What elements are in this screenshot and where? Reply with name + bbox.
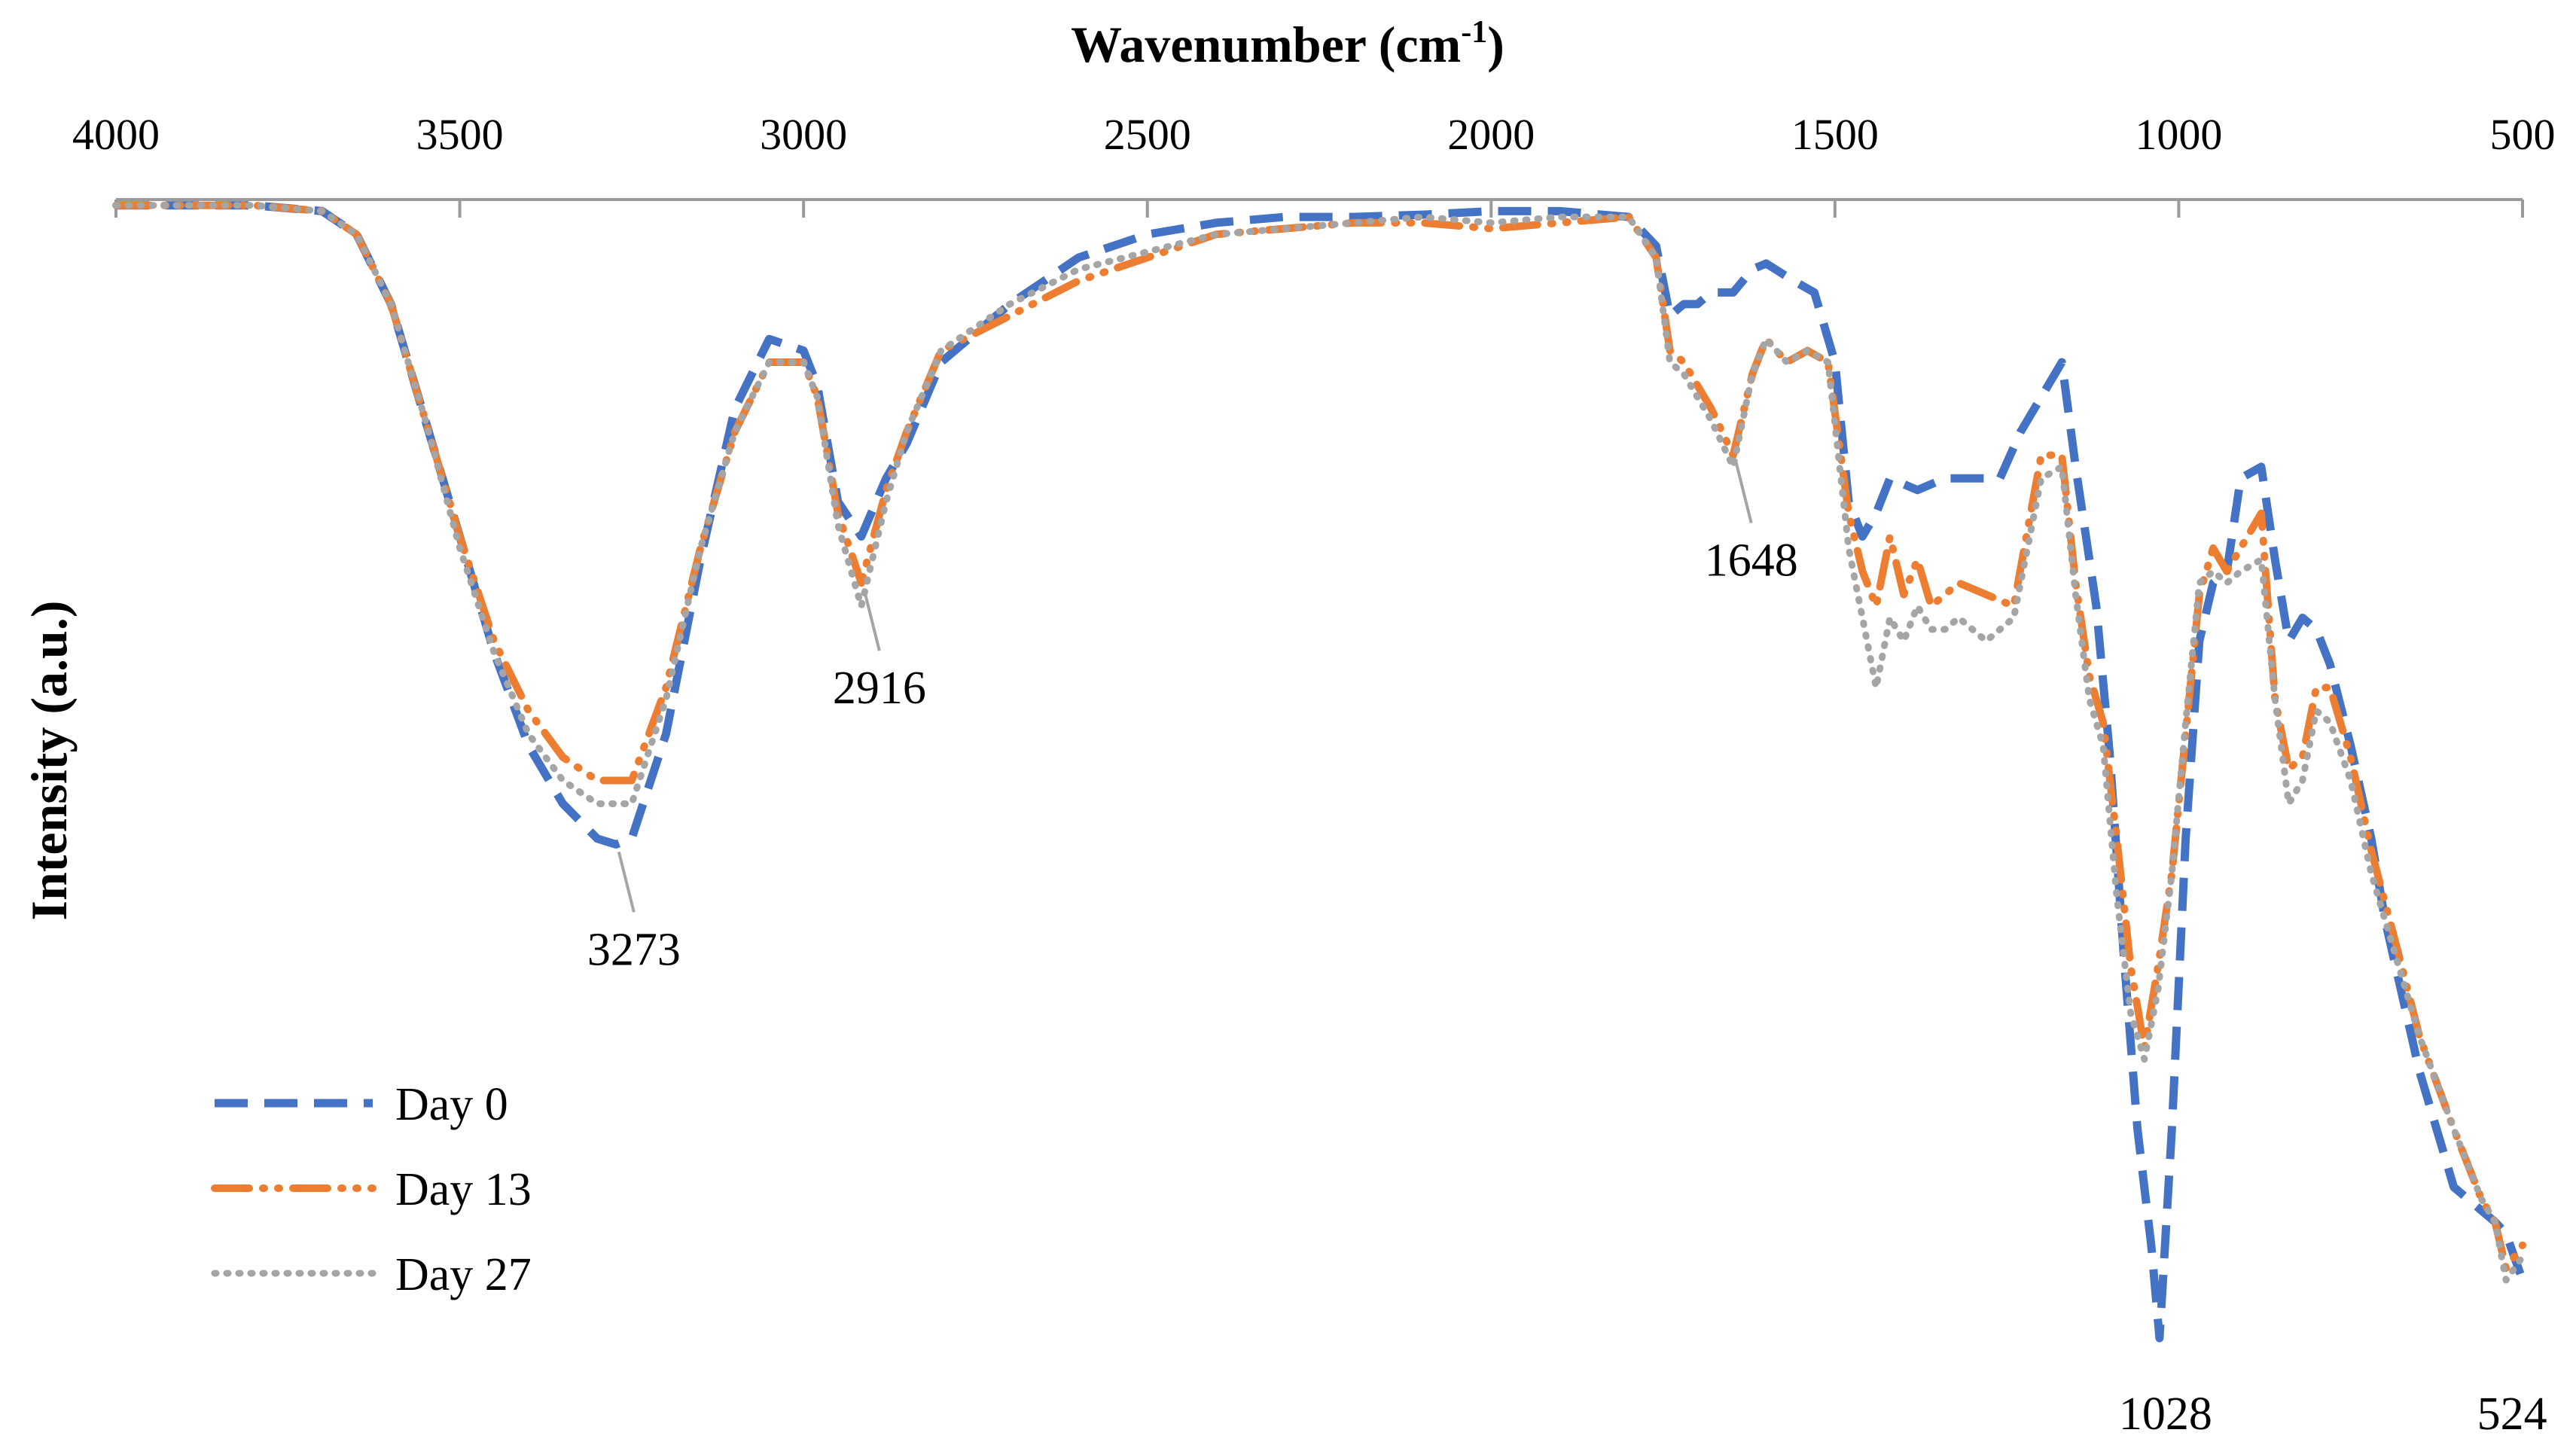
x-tick-label: 3000 bbox=[760, 110, 847, 159]
annotation-leader bbox=[617, 851, 636, 913]
series-layer bbox=[112, 201, 2527, 1343]
x-axis-title-main: Wavenumber (cm bbox=[1071, 16, 1461, 73]
series-line-3 bbox=[112, 202, 2526, 1284]
x-tick-label: 2000 bbox=[1447, 110, 1535, 159]
x-tick-label: 500 bbox=[2490, 110, 2556, 159]
annotation-label: 524 bbox=[2477, 1389, 2547, 1440]
annotation-leader bbox=[1734, 462, 1753, 523]
annotation-leader bbox=[862, 590, 881, 651]
annotation-label: 1028 bbox=[2119, 1389, 2212, 1440]
x-tick-label: 1000 bbox=[2135, 110, 2222, 159]
legend-label-2: Day 13 bbox=[395, 1164, 532, 1215]
x-tick-label: 2500 bbox=[1104, 110, 1191, 159]
annotation-label: 1648 bbox=[1705, 535, 1798, 586]
x-axis-title: Wavenumber (cm-1) bbox=[1071, 15, 1504, 73]
legend: Day 0 Day 13 Day 27 bbox=[211, 1079, 532, 1300]
x-axis-title-close: ) bbox=[1487, 16, 1504, 73]
x-tick-label: 1500 bbox=[1791, 110, 1879, 159]
annotation-label: 2916 bbox=[833, 663, 926, 714]
annotation-label: 3273 bbox=[587, 924, 681, 975]
legend-label-3: Day 27 bbox=[395, 1249, 532, 1300]
x-tick-label: 3500 bbox=[416, 110, 504, 159]
legend-label-1: Day 0 bbox=[395, 1079, 508, 1130]
annotation-layer: 3273 2916 1648 1028 524 bbox=[587, 462, 2547, 1440]
x-tick-label: 4000 bbox=[72, 110, 160, 159]
y-axis-title: Intensity (a.u.) bbox=[20, 600, 78, 920]
x-axis: 4000 3500 3000 2500 2000 1500 1000 500 bbox=[72, 110, 2556, 218]
series-line-1 bbox=[116, 201, 2527, 1343]
x-axis-title-sup: -1 bbox=[1461, 15, 1487, 50]
